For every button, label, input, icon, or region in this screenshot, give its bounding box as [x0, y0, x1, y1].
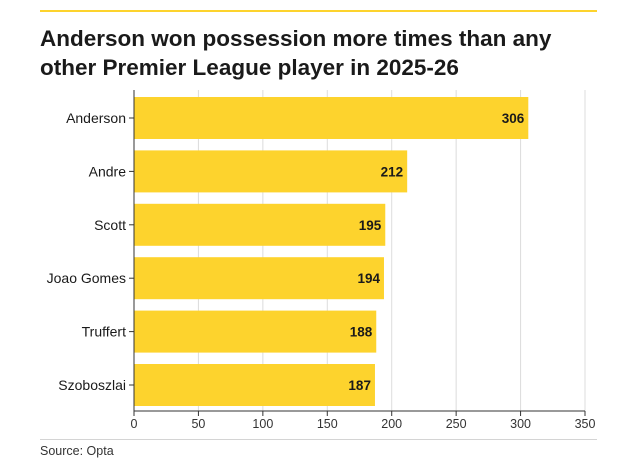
chart-title: Anderson won possession more times than …	[40, 26, 552, 80]
x-tick-label: 100	[252, 417, 273, 431]
bar	[134, 364, 375, 406]
data-label: 188	[350, 325, 373, 340]
x-tick-label: 300	[510, 417, 531, 431]
source-note: Source: Opta	[40, 444, 114, 458]
bar	[134, 203, 386, 246]
x-tick-label: 0	[131, 417, 138, 431]
bar	[134, 97, 529, 139]
category-label: Andre	[89, 163, 127, 179]
category-label: Joao Gomes	[47, 270, 126, 286]
top-accent-rule	[40, 10, 597, 12]
bar	[134, 257, 384, 300]
bar-chart: 0 50 100 150 200 250 300 350 Anderson 306 Andre 212…	[47, 90, 596, 431]
data-label: 187	[348, 378, 371, 393]
x-tick-label: 250	[446, 417, 467, 431]
data-label: 306	[502, 111, 525, 126]
category-label: Truffert	[82, 324, 126, 340]
x-tick-label: 50	[191, 417, 205, 431]
data-label: 195	[359, 218, 382, 233]
x-tick-label: 200	[381, 417, 402, 431]
category-label: Szoboszlai	[58, 377, 126, 393]
data-label: 212	[381, 164, 404, 179]
bar	[134, 150, 408, 193]
bar	[134, 310, 377, 353]
x-tick-label: 150	[317, 417, 338, 431]
data-label: 194	[357, 271, 380, 286]
x-tick-label: 350	[575, 417, 596, 431]
category-label: Anderson	[66, 110, 126, 126]
bottom-divider	[40, 439, 597, 440]
category-label: Scott	[94, 217, 126, 233]
